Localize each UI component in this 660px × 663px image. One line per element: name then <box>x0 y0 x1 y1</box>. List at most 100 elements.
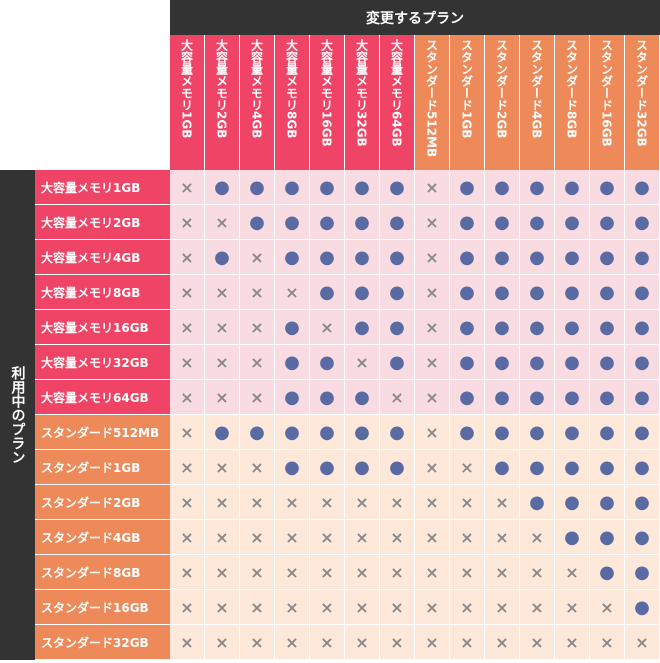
cell: × <box>240 625 275 660</box>
cell: ● <box>625 240 660 275</box>
cell: × <box>380 555 415 590</box>
cell: ● <box>625 555 660 590</box>
cell: ● <box>450 240 485 275</box>
column-header: スタンダード2GB <box>485 35 520 170</box>
cell: × <box>450 520 485 555</box>
cell: × <box>415 380 450 415</box>
column-header: スタンダード8GB <box>555 35 590 170</box>
cell: ● <box>450 205 485 240</box>
cell: × <box>555 625 590 660</box>
cell: ● <box>555 520 590 555</box>
cell: ● <box>625 170 660 205</box>
cell: ● <box>380 310 415 345</box>
cell: × <box>170 520 205 555</box>
cell: × <box>170 380 205 415</box>
cell: ● <box>345 380 380 415</box>
cell: × <box>240 240 275 275</box>
cell: ● <box>520 275 555 310</box>
cell: ● <box>590 170 625 205</box>
cell: ● <box>485 205 520 240</box>
row-label: 大容量メモリ4GB <box>35 240 170 275</box>
cell: × <box>345 625 380 660</box>
cell: × <box>170 275 205 310</box>
cell: ● <box>345 415 380 450</box>
cell: × <box>415 275 450 310</box>
row-label: 大容量メモリ8GB <box>35 275 170 310</box>
cell: × <box>170 310 205 345</box>
cell: ● <box>625 415 660 450</box>
cell: × <box>415 415 450 450</box>
cell: ● <box>625 275 660 310</box>
cell: × <box>450 485 485 520</box>
cell: × <box>310 310 345 345</box>
row-label: スタンダード1GB <box>35 450 170 485</box>
cell: ● <box>345 205 380 240</box>
row-label: スタンダード16GB <box>35 590 170 625</box>
cell: × <box>415 170 450 205</box>
cell: × <box>415 520 450 555</box>
cell: ● <box>485 240 520 275</box>
cell: ● <box>555 485 590 520</box>
cell: ● <box>625 485 660 520</box>
cell: × <box>170 415 205 450</box>
cell: ● <box>485 310 520 345</box>
cell: × <box>205 485 240 520</box>
cell: ● <box>275 450 310 485</box>
cell: ● <box>345 450 380 485</box>
cell: ● <box>310 170 345 205</box>
cell: × <box>415 590 450 625</box>
cell: ● <box>590 485 625 520</box>
cell: ● <box>310 345 345 380</box>
cell: ● <box>555 275 590 310</box>
cell: × <box>205 520 240 555</box>
cell: × <box>345 520 380 555</box>
row-label: 大容量メモリ16GB <box>35 310 170 345</box>
cell: × <box>485 555 520 590</box>
cell: × <box>415 555 450 590</box>
cell: ● <box>310 275 345 310</box>
cell: × <box>240 345 275 380</box>
cell: × <box>310 625 345 660</box>
cell: ● <box>205 170 240 205</box>
cell: ● <box>520 170 555 205</box>
cell: × <box>205 625 240 660</box>
cell: ● <box>450 170 485 205</box>
cell: × <box>275 590 310 625</box>
cell: × <box>415 450 450 485</box>
cell: ● <box>450 380 485 415</box>
cell: ● <box>310 205 345 240</box>
cell: ● <box>310 450 345 485</box>
column-header: スタンダード4GB <box>520 35 555 170</box>
cell: ● <box>555 345 590 380</box>
cell: × <box>415 310 450 345</box>
cell: ● <box>275 310 310 345</box>
cell: × <box>170 240 205 275</box>
cell: ● <box>380 415 415 450</box>
cell: × <box>485 625 520 660</box>
cell: ● <box>590 450 625 485</box>
cell: ● <box>485 380 520 415</box>
column-header: スタンダード16GB <box>590 35 625 170</box>
row-label: スタンダード4GB <box>35 520 170 555</box>
cell: × <box>450 590 485 625</box>
row-label: スタンダード512MB <box>35 415 170 450</box>
cell: ● <box>275 415 310 450</box>
cell: × <box>205 310 240 345</box>
cell: × <box>380 380 415 415</box>
cell: ● <box>590 520 625 555</box>
cell: ● <box>555 310 590 345</box>
cell: ● <box>380 450 415 485</box>
cell: ● <box>450 275 485 310</box>
cell: × <box>205 205 240 240</box>
cell: ● <box>555 380 590 415</box>
cell: ● <box>625 310 660 345</box>
cell: × <box>555 590 590 625</box>
cell: × <box>485 520 520 555</box>
cell: ● <box>380 240 415 275</box>
cell: × <box>170 170 205 205</box>
row-label: 大容量メモリ2GB <box>35 205 170 240</box>
cell: ● <box>590 415 625 450</box>
cell: ● <box>520 380 555 415</box>
cell: × <box>240 380 275 415</box>
